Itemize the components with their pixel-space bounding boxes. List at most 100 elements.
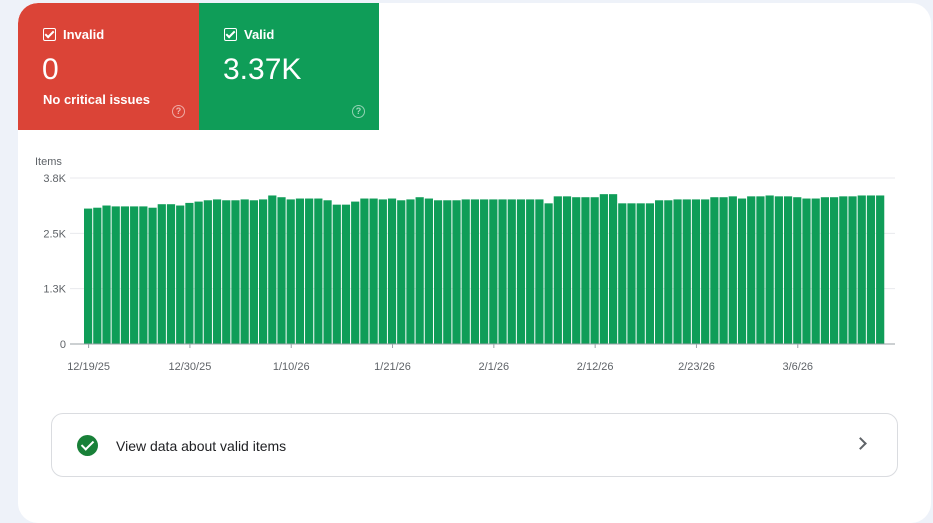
- bar: [756, 196, 765, 344]
- bar: [608, 194, 618, 344]
- bar: [820, 197, 830, 344]
- bar: [655, 200, 664, 344]
- bar: [424, 198, 433, 344]
- bar: [516, 199, 526, 344]
- check-circle-icon: [77, 435, 98, 456]
- valid-label: Valid: [244, 27, 275, 42]
- bar: [802, 198, 811, 344]
- x-tick-label: 1/10/26: [273, 361, 310, 373]
- view-valid-items-button[interactable]: View data about valid items: [51, 413, 898, 477]
- bar: [433, 200, 443, 344]
- bar: [590, 197, 599, 344]
- bar: [461, 199, 470, 344]
- invalid-subtitle: No critical issues: [43, 92, 150, 107]
- bar: [249, 200, 258, 344]
- items-bar-chart: Items 0 1.3K 2.5K 3.8K 12/19/25 12/30/25 1/10/2…: [35, 156, 895, 373]
- bar: [295, 198, 305, 344]
- bar: [673, 199, 682, 344]
- bar: [839, 196, 848, 344]
- bar: [268, 195, 277, 344]
- bar: [360, 198, 369, 344]
- bar: [783, 196, 793, 344]
- bar: [562, 196, 572, 344]
- x-tick-label: 12/19/25: [67, 361, 110, 373]
- bar: [710, 197, 719, 344]
- bar: [332, 204, 341, 344]
- bar: [728, 196, 737, 344]
- x-tick-label: 3/6/26: [782, 361, 813, 373]
- bar: [572, 197, 581, 344]
- help-icon[interactable]: ?: [352, 105, 365, 118]
- x-tick-label: 1/21/26: [374, 361, 411, 373]
- bar: [645, 203, 655, 344]
- bar: [526, 199, 535, 344]
- bar: [341, 204, 351, 344]
- invalid-card[interactable]: Invalid 0 No critical issues ?: [18, 3, 199, 130]
- bar: [498, 199, 507, 344]
- bar: [581, 197, 590, 344]
- bar: [415, 197, 424, 344]
- bar: [397, 200, 406, 344]
- y-tick-label: 0: [60, 339, 66, 351]
- bar: [480, 199, 489, 344]
- bar: [139, 206, 148, 344]
- view-valid-items-label: View data about valid items: [116, 438, 287, 454]
- bar: [120, 206, 130, 344]
- chevron-right-icon: [854, 437, 867, 450]
- x-tick-label: 12/30/25: [169, 361, 212, 373]
- bar: [277, 197, 286, 344]
- bar: [102, 205, 111, 344]
- bar: [618, 203, 627, 344]
- y-tick-label: 2.5K: [43, 228, 66, 240]
- bar: [314, 198, 323, 344]
- report-panel: Invalid 0 No critical issues ? Valid 3.3…: [18, 3, 931, 523]
- bar: [378, 199, 387, 344]
- bar: [811, 198, 820, 344]
- bar: [544, 203, 553, 344]
- bar: [848, 196, 857, 344]
- bar: [194, 201, 203, 344]
- bar: [470, 199, 480, 344]
- bar: [719, 197, 728, 344]
- bar: [240, 199, 249, 344]
- bar: [323, 200, 332, 344]
- bar: [351, 201, 360, 344]
- valid-card[interactable]: Valid 3.37K ?: [199, 3, 379, 130]
- bar: [286, 199, 295, 344]
- bar: [305, 198, 314, 344]
- bar: [258, 199, 268, 344]
- x-tick-label: 2/1/26: [479, 361, 510, 373]
- bar: [774, 196, 783, 344]
- bar: [157, 204, 166, 344]
- help-icon[interactable]: ?: [172, 105, 185, 118]
- bar: [406, 199, 415, 344]
- invalid-count: 0: [42, 53, 59, 86]
- y-axis-label: Items: [35, 156, 62, 168]
- bar: [130, 206, 139, 344]
- bar: [231, 200, 240, 344]
- bar: [212, 199, 222, 344]
- valid-checkbox[interactable]: [224, 28, 237, 41]
- bar: [793, 197, 802, 344]
- bar: [443, 200, 452, 344]
- y-tick-label: 1.3K: [43, 284, 66, 296]
- bar: [857, 195, 866, 344]
- bar: [93, 207, 102, 344]
- bar: [452, 200, 461, 344]
- bar: [535, 199, 544, 344]
- bar: [737, 198, 747, 344]
- bar: [664, 200, 673, 344]
- valid-count: 3.37K: [223, 53, 302, 86]
- bar: [111, 206, 120, 344]
- bar: [830, 197, 839, 344]
- bar: [185, 202, 194, 344]
- bar: [701, 199, 710, 344]
- bar: [747, 196, 756, 344]
- bar: [627, 203, 636, 344]
- invalid-checkbox[interactable]: [43, 28, 56, 41]
- bar: [84, 208, 93, 344]
- bar: [222, 200, 231, 344]
- bar: [507, 199, 516, 344]
- bar: [691, 199, 701, 344]
- bar: [866, 195, 876, 344]
